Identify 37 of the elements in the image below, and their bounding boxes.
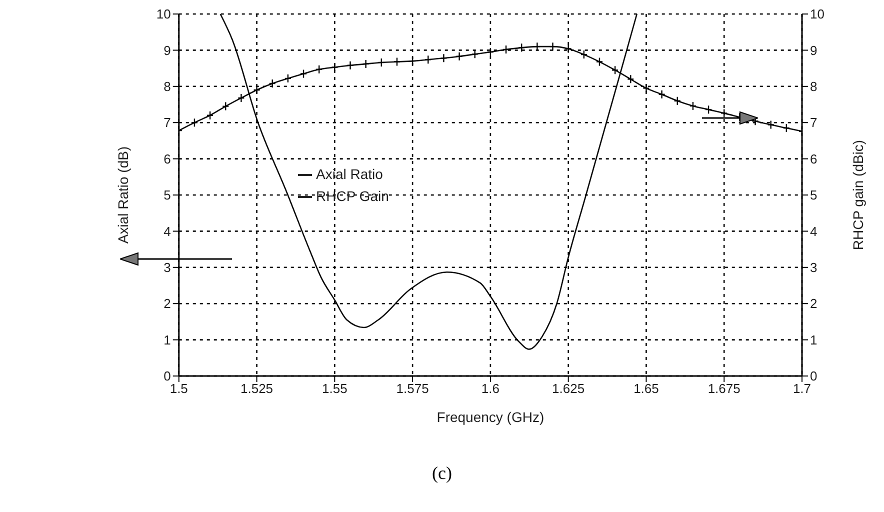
legend-label: Axial Ratio — [316, 166, 383, 182]
y2-tick-label: 10 — [810, 6, 824, 22]
y-tick-label: 10 — [156, 6, 171, 22]
x-tick-label: 1.675 — [708, 381, 740, 396]
y-tick-label: 0 — [164, 368, 171, 384]
y2-tick-label: 2 — [810, 296, 818, 312]
x-tick-label: 1.55 — [322, 381, 348, 396]
x-tick-label: 1.65 — [634, 381, 659, 396]
y2-tick-label: 5 — [810, 188, 818, 203]
y-tick-label: 1 — [164, 332, 171, 348]
y-tick-label: 6 — [164, 151, 171, 166]
y2-tick-label: 8 — [810, 79, 818, 94]
text: (c) — [431, 463, 453, 484]
y2-tick-label: 4 — [810, 224, 818, 239]
x-tick-label: 1.6 — [481, 381, 500, 396]
y-tick-label: 8 — [164, 79, 171, 94]
y2-tick-label: 0 — [810, 368, 818, 384]
y-tick-label: 4 — [164, 224, 171, 239]
y2-tick-label: 3 — [810, 260, 818, 276]
x-axis-title: Frequency (GHz) — [436, 409, 544, 425]
y-tick-label: 9 — [164, 42, 171, 58]
x-tick-label: 1.575 — [396, 381, 429, 396]
y2-tick-label: 7 — [810, 115, 818, 130]
legend-label: RHCP Gain — [316, 188, 389, 204]
y2-axis-title: RHCP gain (dBic) — [850, 140, 866, 250]
x-tick-label: 1.525 — [240, 381, 274, 396]
y-tick-label: 5 — [164, 188, 171, 203]
y-tick-label: 2 — [164, 296, 171, 312]
x-tick-label: 1.625 — [552, 381, 585, 396]
y-tick-label: 7 — [164, 115, 171, 130]
y-tick-label: 3 — [164, 260, 171, 276]
y-axis-title: Axial Ratio (dB) — [114, 146, 131, 244]
y2-tick-label: 1 — [810, 332, 818, 348]
x-tick-label: 1.5 — [170, 381, 188, 396]
y2-tick-label: 9 — [810, 42, 818, 58]
y2-tick-label: 6 — [810, 151, 818, 166]
x-tick-label: 1.7 — [792, 381, 812, 396]
